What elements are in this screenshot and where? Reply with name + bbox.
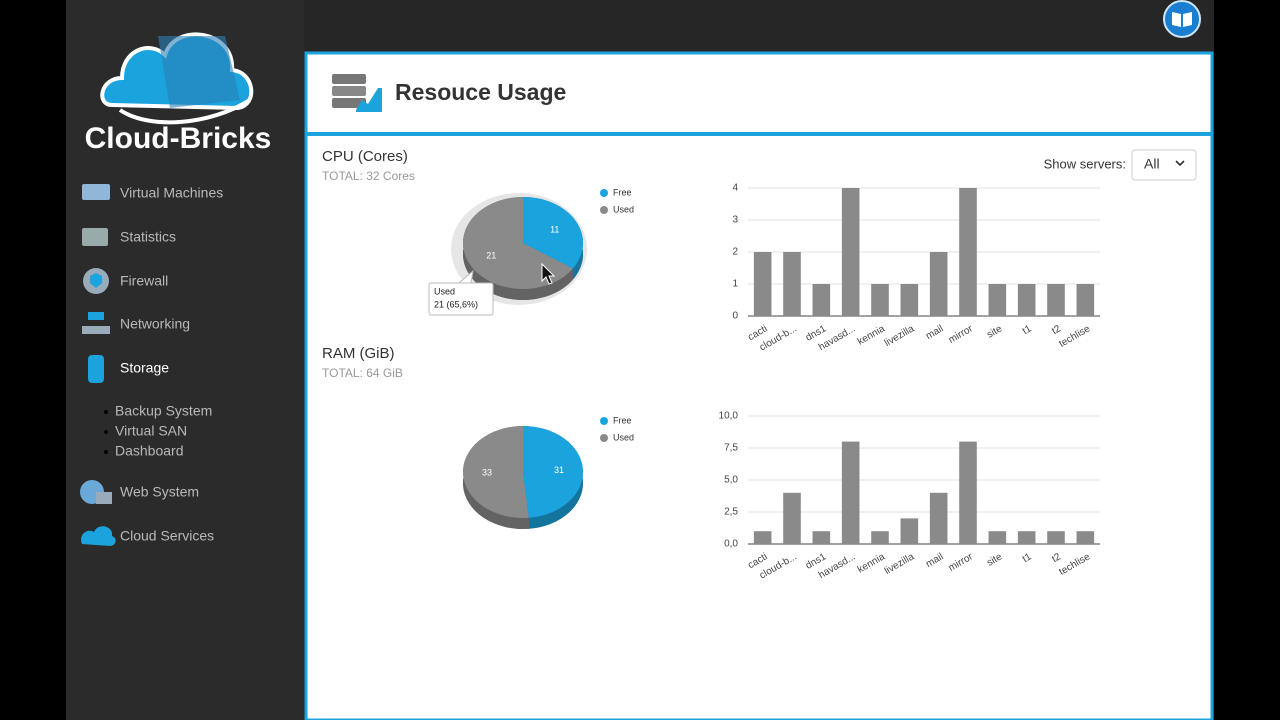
bullet xyxy=(104,410,108,414)
y-tick-label: 0,0 xyxy=(724,539,738,550)
tooltip xyxy=(428,282,494,316)
bar xyxy=(959,188,977,316)
nav-list: Virtual Machines Statistics Firewall Net… xyxy=(104,185,223,544)
brand: Cloud-Bricks xyxy=(85,122,272,155)
bar xyxy=(1017,284,1036,316)
bar xyxy=(783,252,801,316)
pie-label: 21 xyxy=(486,250,496,260)
panel-title: Resouce Usage xyxy=(395,79,566,105)
nav-item[interactable]: Virtual Machines xyxy=(120,185,223,201)
bar xyxy=(988,284,1007,316)
bar xyxy=(1047,284,1065,316)
bar xyxy=(812,531,831,544)
logo xyxy=(100,32,254,125)
y-tick-label: 1 xyxy=(732,279,738,290)
bar xyxy=(929,252,948,316)
y-tick-label: 10,0 xyxy=(719,411,739,422)
cursor xyxy=(541,262,556,285)
tooltip-title: Used xyxy=(434,286,455,296)
bar xyxy=(900,518,919,544)
section-total: TOTAL: 32 Cores xyxy=(322,169,415,183)
nav-item[interactable]: Web System xyxy=(120,484,199,500)
nav-item[interactable]: Cloud Services xyxy=(120,528,214,544)
subnav-item[interactable]: Virtual SAN xyxy=(115,423,187,439)
section-title: RAM (GiB) xyxy=(322,345,395,362)
y-tick-label: 4 xyxy=(732,183,738,194)
bar xyxy=(753,531,772,544)
tooltip-label: 21 (65,6%) xyxy=(434,299,478,309)
nav-icons xyxy=(80,184,116,546)
y-tick-label: 5,0 xyxy=(724,475,738,486)
header-icon xyxy=(332,74,382,112)
pie-label: 31 xyxy=(554,465,564,475)
filter-label: Show servers: xyxy=(1044,156,1126,171)
nav-item[interactable]: Firewall xyxy=(120,273,168,289)
bar xyxy=(1076,284,1095,316)
bar xyxy=(1076,531,1095,544)
section-title: CPU (Cores) xyxy=(322,148,408,165)
bar xyxy=(1017,531,1036,544)
bar xyxy=(871,531,889,544)
pie-slice xyxy=(463,426,529,518)
bar xyxy=(753,252,772,316)
help-button[interactable] xyxy=(1163,0,1201,38)
filter-value: All xyxy=(1144,156,1160,172)
legend-label: Free xyxy=(613,187,632,197)
pie-slice xyxy=(463,197,573,289)
bar xyxy=(1047,531,1065,544)
legend-label: Used xyxy=(613,432,634,442)
legend-label: Used xyxy=(613,204,634,214)
filter-select[interactable]: All xyxy=(1131,149,1197,181)
bar xyxy=(871,284,889,316)
subnav-item[interactable]: Backup System xyxy=(115,403,212,419)
bar xyxy=(900,284,919,316)
bar xyxy=(841,188,860,316)
y-tick-label: 0 xyxy=(732,311,738,322)
pie-label: 11 xyxy=(550,224,559,234)
pie-label: 33 xyxy=(482,468,492,478)
nav-item[interactable]: Statistics xyxy=(120,229,176,245)
subnav-item[interactable]: Dashboard xyxy=(115,443,184,459)
bar xyxy=(988,531,1007,544)
y-tick-label: 7,5 xyxy=(724,443,738,454)
bullet xyxy=(104,450,108,454)
nav-item-active[interactable]: Storage xyxy=(120,360,169,376)
bar xyxy=(841,441,860,544)
legend-swatch xyxy=(600,206,608,214)
bullet xyxy=(104,430,108,434)
header-divider xyxy=(307,132,1211,136)
bar xyxy=(783,492,801,544)
bar xyxy=(812,284,831,316)
main-panel xyxy=(304,51,1214,720)
section-total: TOTAL: 64 GiB xyxy=(322,366,403,380)
legend-swatch xyxy=(600,434,608,442)
y-tick-label: 2 xyxy=(732,247,738,258)
tooltip-pointer xyxy=(458,269,474,284)
y-tick-label: 3 xyxy=(732,215,738,226)
bar xyxy=(959,441,977,544)
bar xyxy=(929,492,948,544)
y-tick-label: 2,5 xyxy=(724,507,738,518)
legend-swatch xyxy=(600,417,608,425)
pie-slice xyxy=(523,197,584,269)
legend-swatch xyxy=(600,189,608,197)
legend-label: Free xyxy=(613,415,632,425)
nav-item[interactable]: Networking xyxy=(120,316,190,332)
pie-slice xyxy=(523,426,584,518)
